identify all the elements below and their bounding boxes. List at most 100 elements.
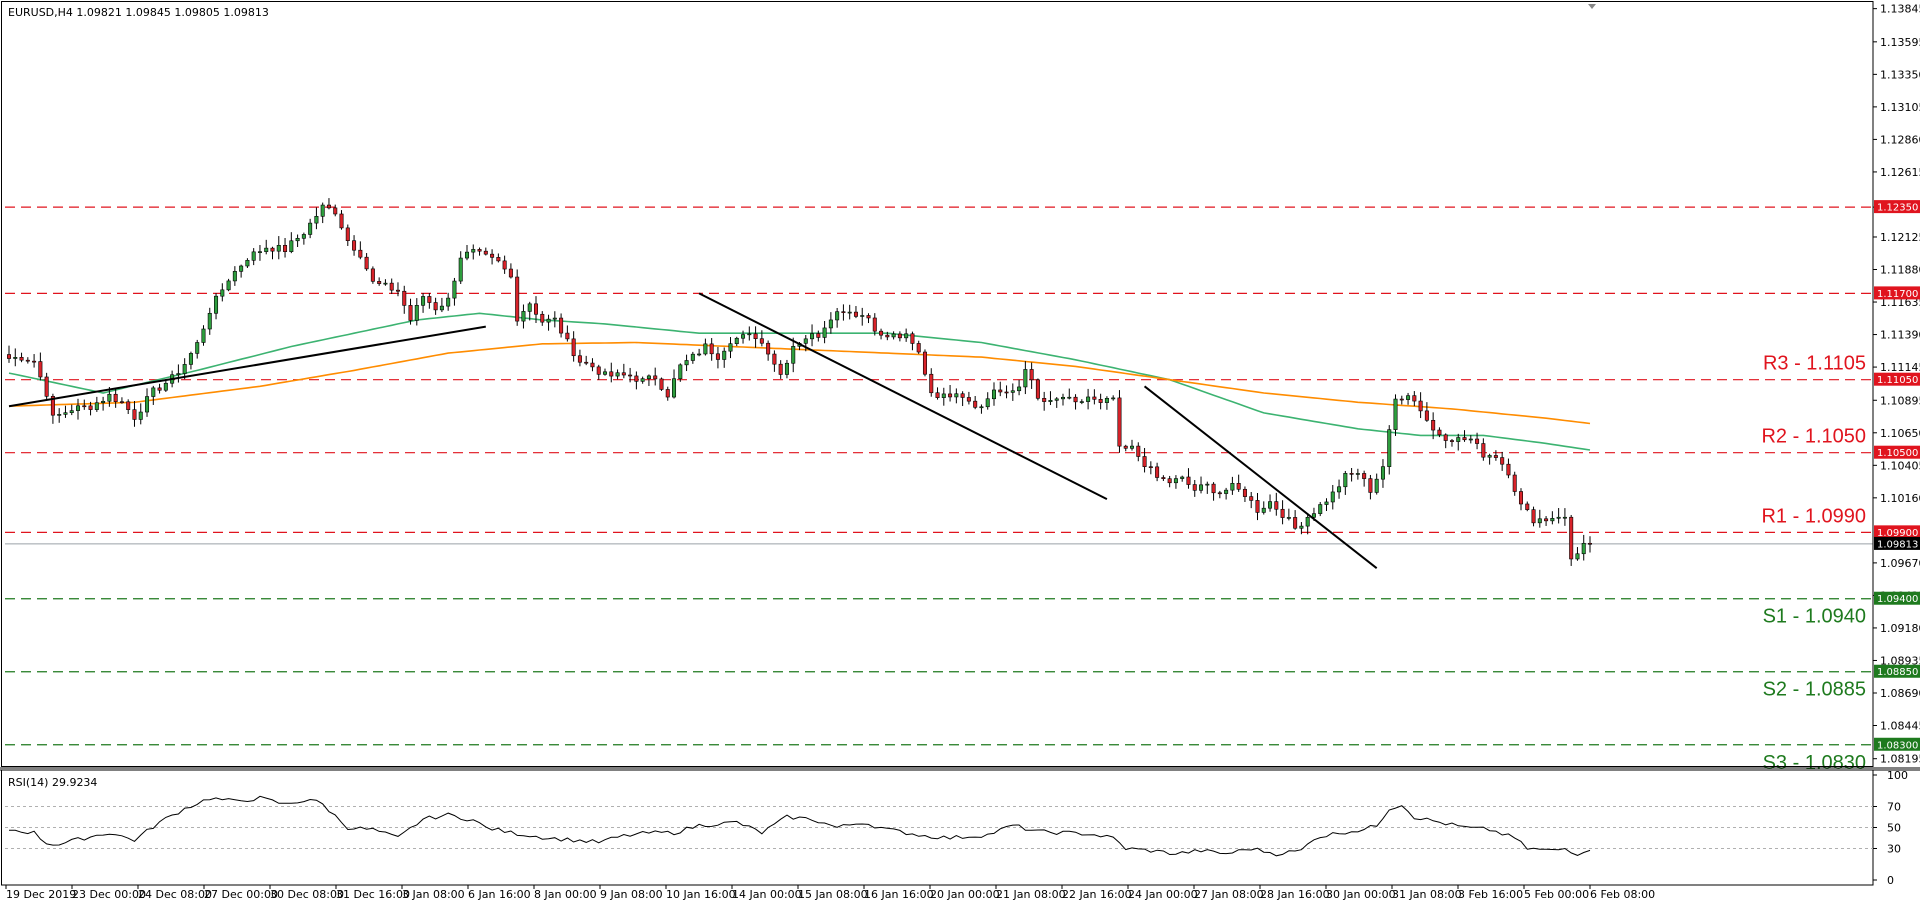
candle-bull — [1173, 478, 1178, 484]
candle-bull — [1393, 398, 1398, 430]
candle-bear — [1431, 419, 1436, 431]
candle-bear — [1161, 477, 1166, 480]
candle-bear — [496, 257, 501, 262]
candle-bear — [44, 376, 49, 397]
candle-bear — [778, 363, 783, 375]
candle-bear — [1186, 476, 1191, 485]
level-badge-text: 1.08850 — [1877, 667, 1918, 678]
candle-bull — [1111, 397, 1116, 400]
candle-bear — [370, 268, 375, 282]
candles — [7, 198, 1593, 566]
candle-bear — [929, 373, 934, 394]
candle-bear — [408, 305, 413, 321]
candle-bull — [1355, 473, 1360, 475]
candle-bull — [1330, 491, 1335, 503]
candle-bear — [38, 361, 43, 378]
candle-bear — [50, 396, 55, 416]
candle-bear — [157, 387, 162, 391]
current-price-badge-text: 1.09813 — [1877, 539, 1918, 550]
candle-bear — [132, 409, 137, 420]
price-tick-label: 1.12860 — [1880, 133, 1920, 146]
candle-bull — [1199, 484, 1204, 491]
time-tick-label: 30 Dec 08:00 — [270, 888, 344, 901]
candle-bull — [1230, 483, 1235, 491]
level-badge-text: 1.09900 — [1877, 528, 1918, 539]
candle-bear — [659, 378, 664, 390]
candle-bull — [847, 311, 852, 314]
candle-bull — [207, 312, 212, 330]
candle-bull — [1130, 445, 1135, 449]
candle-bear — [352, 240, 357, 251]
price-tick-label: 1.11145 — [1880, 361, 1920, 374]
candle-bear — [82, 405, 87, 408]
candle-bull — [1550, 518, 1555, 522]
candle-bull — [1487, 455, 1492, 458]
candle-bull — [145, 396, 150, 413]
candle-bear — [126, 401, 131, 410]
candle-bear — [402, 290, 407, 306]
price-tick-label: 1.10160 — [1880, 492, 1920, 505]
time-tick-label: 31 Dec 16:00 — [336, 888, 410, 901]
candle-bear — [1192, 484, 1197, 491]
trendline — [1143, 385, 1378, 569]
candle-bull — [1556, 516, 1561, 519]
candle-bull — [276, 245, 281, 252]
candle-bull — [1562, 516, 1567, 519]
price-tick-label: 1.13595 — [1880, 36, 1920, 49]
ma-green-line — [8, 312, 1591, 451]
candle-bear — [1098, 399, 1103, 403]
candle-bear — [948, 393, 953, 398]
level-label-1.09400: S1 - 1.0940 — [1763, 606, 1866, 628]
candle-bull — [1017, 386, 1022, 392]
candle-bear — [628, 374, 633, 377]
candle-bull — [1318, 504, 1323, 514]
candle-bull — [803, 338, 808, 344]
candle-bull — [1054, 398, 1059, 401]
symbol-header: EURUSD,H4 1.09821 1.09845 1.09805 1.0981… — [8, 6, 269, 19]
candle-bear — [1569, 516, 1574, 560]
level-badge-1.11700 — [1874, 286, 1920, 300]
candle-bear — [853, 311, 858, 317]
time-tick-label: 30 Jan 00:00 — [1326, 888, 1396, 901]
candle-bear — [358, 249, 363, 258]
candle-bull — [640, 378, 645, 382]
candle-bull — [414, 305, 419, 321]
candle-bull — [94, 402, 99, 410]
candle-bull — [1456, 437, 1461, 442]
candle-bull — [1079, 401, 1084, 403]
candle-bear — [1475, 438, 1480, 444]
price-tick-label: 1.12615 — [1880, 166, 1920, 179]
candle-bull — [521, 311, 526, 322]
candle-bear — [1092, 396, 1097, 400]
candle-bull — [163, 382, 168, 391]
candle-bull — [239, 265, 244, 272]
candle-bull — [684, 360, 689, 366]
candle-bear — [1280, 508, 1285, 518]
candle-bull — [1387, 429, 1392, 467]
candle-bear — [766, 342, 771, 355]
candle-bear — [634, 375, 639, 382]
trendline — [8, 325, 486, 408]
candle-bull — [289, 240, 294, 252]
shift-marker-icon[interactable] — [1588, 4, 1596, 9]
candle-bear — [1035, 379, 1040, 399]
candle-bear — [433, 302, 438, 311]
candle-bear — [540, 313, 545, 323]
price-tick-label: 1.10895 — [1880, 394, 1920, 407]
candle-bear — [25, 359, 30, 362]
candle-bear — [270, 247, 275, 252]
rsi-tick-label: 30 — [1887, 843, 1901, 856]
candle-bear — [1242, 488, 1247, 497]
level-label-1.08850: S2 - 1.0885 — [1763, 679, 1866, 701]
candle-bull — [264, 247, 269, 252]
candle-bull — [195, 342, 200, 354]
candle-bull — [383, 282, 388, 285]
price-tick-label: 1.13350 — [1880, 68, 1920, 81]
candle-bear — [490, 253, 495, 258]
candle-bear — [621, 372, 626, 376]
candle-bear — [872, 317, 877, 332]
candle-bear — [395, 289, 400, 292]
candle-bear — [508, 268, 513, 278]
candle-bull — [690, 353, 695, 361]
candle-bear — [998, 389, 1003, 393]
